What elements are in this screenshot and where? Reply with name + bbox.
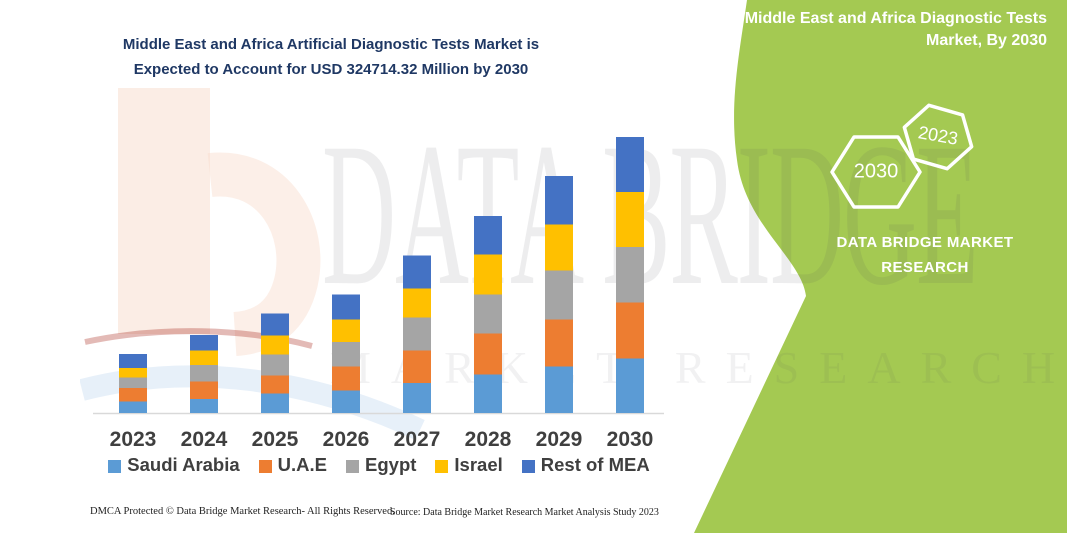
bar-segment xyxy=(545,319,573,367)
legend-swatch xyxy=(108,459,122,473)
bar-segment xyxy=(190,381,218,399)
bar-segment xyxy=(190,365,218,382)
bar-segment xyxy=(119,388,147,402)
bar-segment xyxy=(403,288,431,318)
bar-segment xyxy=(332,390,360,413)
bar-segment xyxy=(190,350,218,365)
x-axis-label: 2030 xyxy=(606,428,654,451)
right-panel-heading: Middle East and Africa Diagnostic Tests … xyxy=(720,8,1047,52)
x-axis-label: 2028 xyxy=(464,428,512,451)
bar-segment xyxy=(119,401,147,413)
bar-segment xyxy=(616,302,644,359)
logo-b-stem xyxy=(118,88,210,334)
bar-segment xyxy=(474,333,502,375)
legend-swatch xyxy=(521,459,535,473)
bar-segment xyxy=(190,399,218,413)
chart-title-line2: Expected to Account for USD 324714.32 Mi… xyxy=(133,61,529,78)
bar-segment xyxy=(261,375,289,394)
chart-legend: Saudi Arabia U.A.E Egypt Israel Rest of MEA xyxy=(90,454,668,476)
legend-item: Egypt xyxy=(346,454,416,476)
bar-segment xyxy=(119,368,147,378)
x-axis-label: 2023 xyxy=(109,428,157,451)
right-panel-heading-line2: Market, By 2030 xyxy=(926,32,1047,49)
chart-title: Middle East and Africa Artificial Diagno… xyxy=(95,32,567,82)
legend-item: U.A.E xyxy=(258,454,328,476)
legend-label: Egypt xyxy=(365,454,417,475)
bar-segment xyxy=(545,270,573,320)
legend-label: Rest of MEA xyxy=(540,454,650,475)
x-axis-label: 2029 xyxy=(535,428,583,451)
bar-segment xyxy=(119,354,147,368)
bar-segment xyxy=(474,374,502,413)
bar-segment xyxy=(616,247,644,303)
bar-segment xyxy=(474,216,502,255)
legend-swatch xyxy=(258,459,272,473)
bar-segment xyxy=(545,366,573,413)
chart-title-line1: Middle East and Africa Artificial Diagno… xyxy=(122,36,540,53)
bar-segment xyxy=(332,319,360,342)
legend-swatch xyxy=(435,459,449,473)
right-panel-heading-line1: Middle East and Africa Diagnostic Tests xyxy=(744,10,1047,27)
bar-segment xyxy=(332,342,360,367)
bar-segment xyxy=(616,192,644,247)
bar-segment xyxy=(261,393,289,413)
bar-segment xyxy=(616,358,644,413)
bar-segment xyxy=(403,317,431,351)
footer-copyright: DMCA Protected © Data Bridge Market Rese… xyxy=(90,506,395,517)
bar-segment xyxy=(403,350,431,383)
legend-label: U.A.E xyxy=(277,454,328,475)
bar-segment xyxy=(545,176,573,225)
legend-item: Israel xyxy=(435,454,503,476)
bar-segment xyxy=(332,294,360,320)
bar-segment xyxy=(403,383,431,413)
bar-segment xyxy=(474,294,502,334)
bar-segment xyxy=(261,354,289,376)
green-side-panel-shape xyxy=(694,0,1067,533)
bar-segment xyxy=(261,335,289,355)
bar-segment xyxy=(474,254,502,295)
legend-label: Saudi Arabia xyxy=(127,454,240,475)
bars-group xyxy=(119,137,644,413)
bar-segment xyxy=(190,335,218,351)
x-axis-label: 2024 xyxy=(180,428,228,451)
footer-source: Source: Data Bridge Market Research Mark… xyxy=(390,507,659,518)
x-axis-label: 2026 xyxy=(322,428,370,451)
legend-item: Saudi Arabia xyxy=(108,454,240,476)
x-axis-label: 2025 xyxy=(251,428,299,451)
brand-text-line1: DATA BRIDGE MARKET xyxy=(836,234,1014,251)
x-axis-label: 2027 xyxy=(393,428,441,451)
bar-segment xyxy=(119,377,147,388)
bar-segment xyxy=(332,366,360,391)
bar-segment xyxy=(403,255,431,289)
legend-item: Rest of MEA xyxy=(521,454,650,476)
legend-label: Israel xyxy=(454,454,503,475)
bar-segment xyxy=(261,313,289,336)
hexagon-2030-label: 2030 xyxy=(853,160,899,183)
legend-swatch xyxy=(346,459,360,473)
brand-text-line2: RESEARCH xyxy=(881,259,969,276)
bar-segment xyxy=(545,224,573,271)
bar-segment xyxy=(616,137,644,192)
brand-text: DATA BRIDGE MARKET RESEARCH xyxy=(800,230,1050,280)
watermark-sub-text: MARKET RESEARCH xyxy=(330,342,1067,393)
